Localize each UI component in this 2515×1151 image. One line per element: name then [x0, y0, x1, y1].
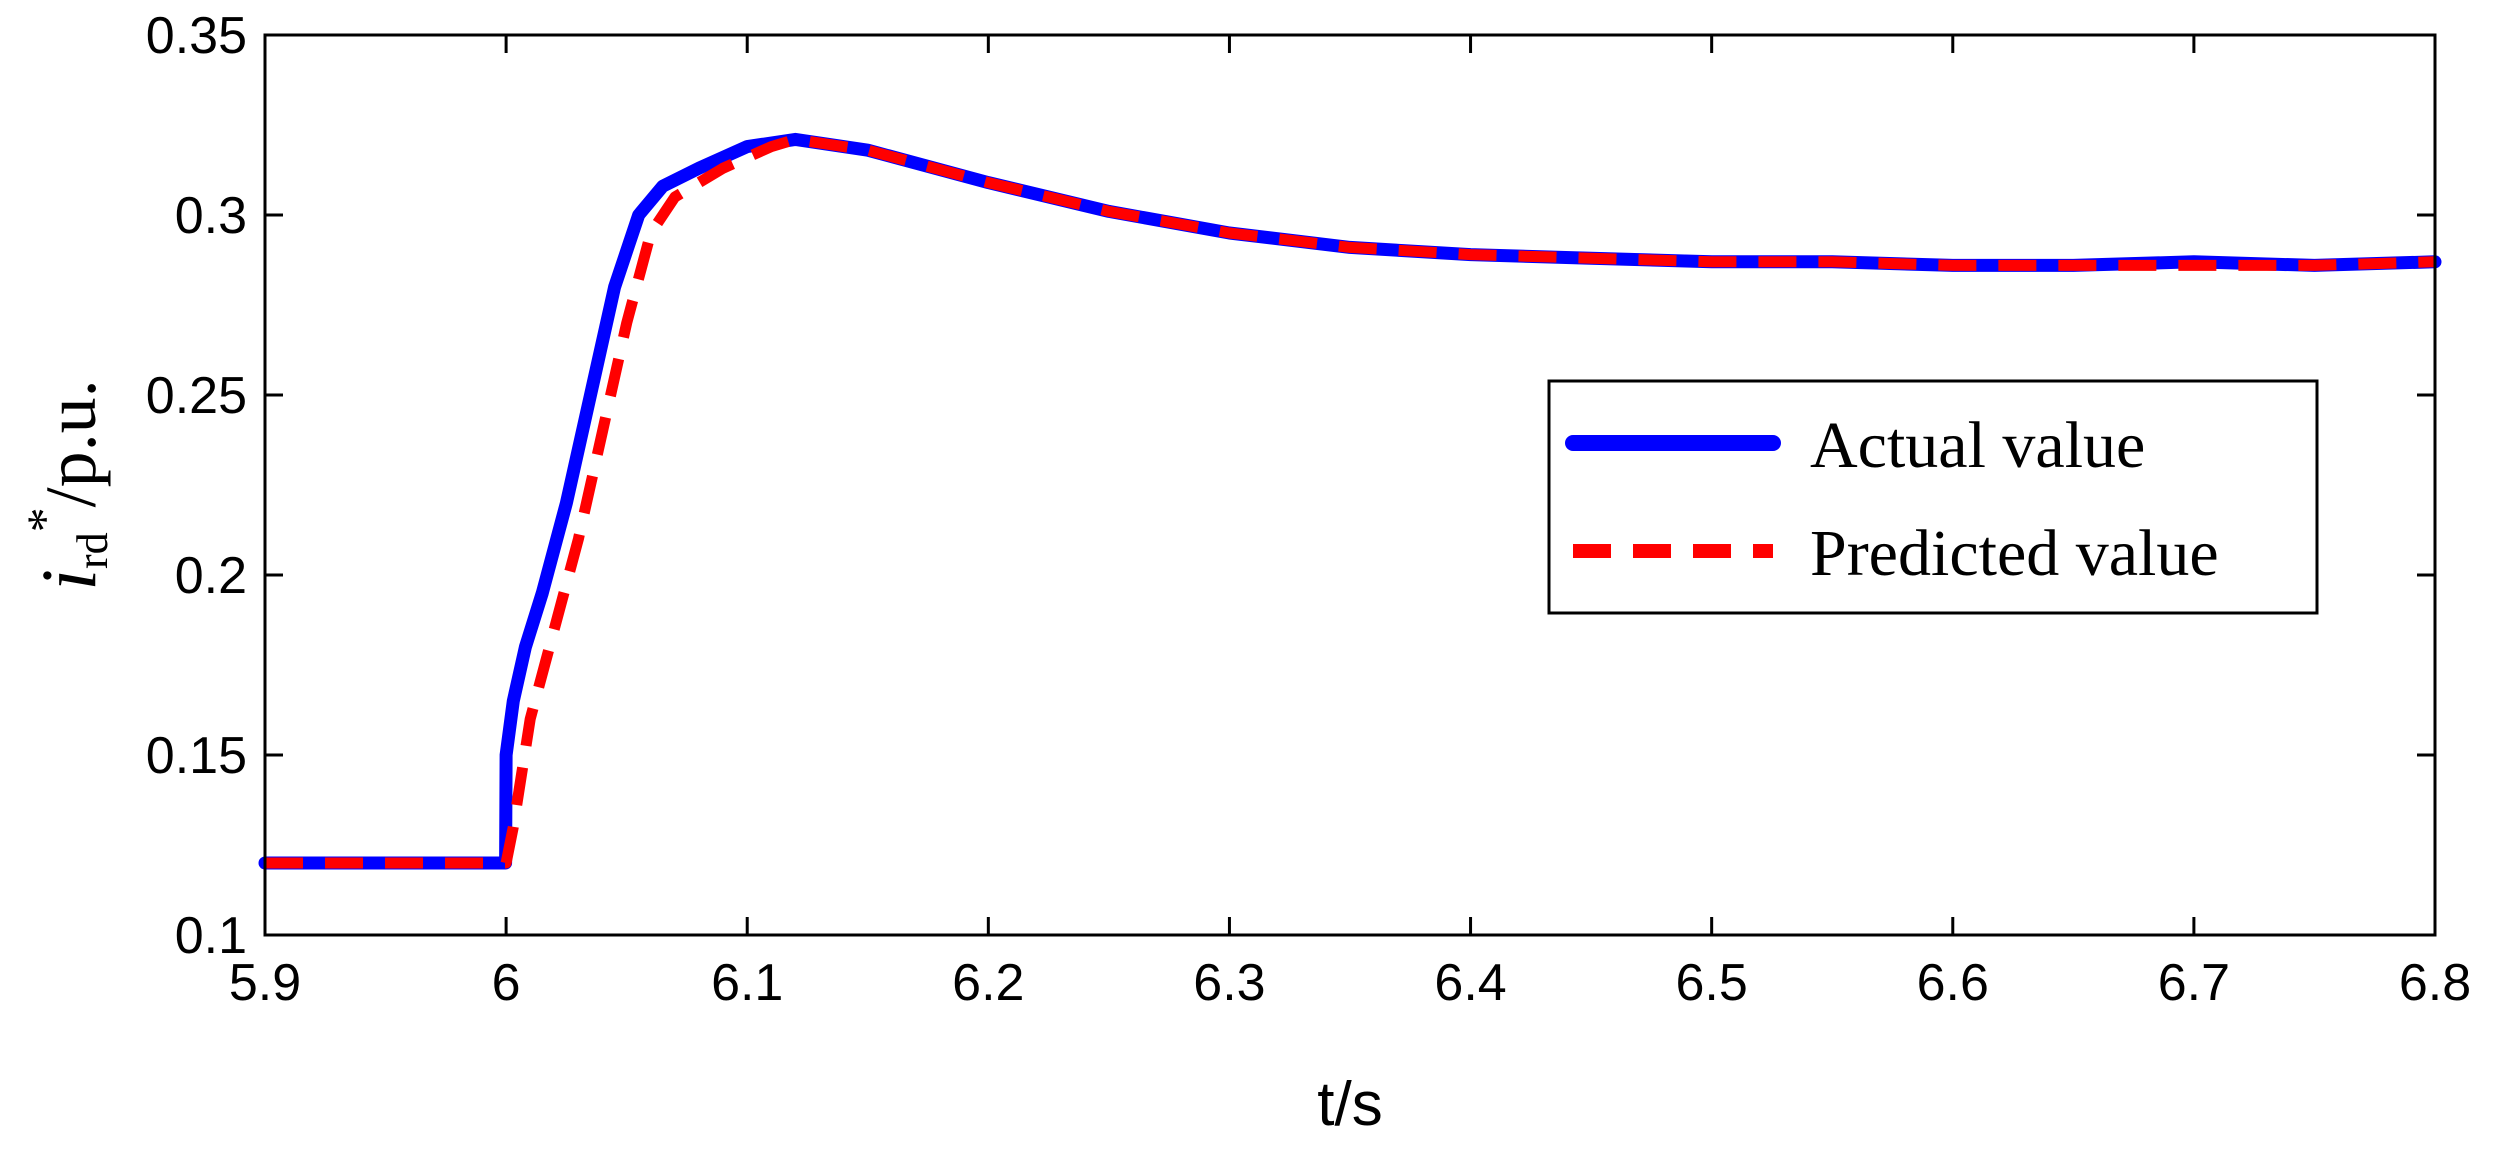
- series-line-predicted: [265, 133, 2436, 869]
- axis-ticks: 5.9 6 6.1 6.2 6.3 6.4 6.5 6.6 6.7 6.8 0.1 0.15 0.2 0.…: [146, 7, 2471, 1012]
- x-tick-label: 5.9: [229, 954, 301, 1012]
- x-tick-label: 6.2: [952, 954, 1024, 1012]
- y-tick-label: 0.35: [146, 7, 247, 65]
- y-tick-label: 0.2: [175, 547, 247, 605]
- legend-label-actual: Actual value: [1810, 409, 2145, 482]
- y-tick-label: 0.25: [146, 367, 247, 425]
- series-line-actual: [258, 132, 2442, 870]
- y-tick-label: 0.3: [175, 187, 247, 245]
- y-axis-label-sub: rd: [68, 532, 117, 569]
- x-tick-label: 6.7: [2158, 954, 2230, 1012]
- y-tick-label: 0.1: [175, 907, 247, 965]
- legend-box: [1547, 379, 2319, 615]
- legend-label-predicted: Predicted value: [1810, 517, 2219, 590]
- plot-frame: [263, 33, 2437, 937]
- y-axis-label: ird*/p.u.: [16, 379, 117, 590]
- x-tick-label: 6.8: [2399, 954, 2471, 1012]
- series-layer: [258, 132, 2442, 870]
- svg-text:ird*/p.u.: ird*/p.u.: [16, 379, 117, 590]
- x-tick-label: 6.1: [711, 954, 783, 1012]
- x-tick-label: 6.6: [1917, 954, 1989, 1012]
- y-tick-label: 0.15: [146, 727, 247, 785]
- y-axis-label-main: i: [25, 569, 112, 591]
- x-axis-label: t/s: [1317, 1070, 1382, 1139]
- x-tick-label: 6.3: [1193, 954, 1265, 1012]
- x-tick-label: 6.4: [1434, 954, 1506, 1012]
- y-axis-label-sup: *: [16, 507, 72, 532]
- y-axis-label-unit: /p.u.: [31, 379, 111, 507]
- legend: Actual value Predicted value: [1547, 379, 2319, 615]
- x-tick-label: 6.5: [1676, 954, 1748, 1012]
- x-tick-label: 6: [492, 954, 521, 1012]
